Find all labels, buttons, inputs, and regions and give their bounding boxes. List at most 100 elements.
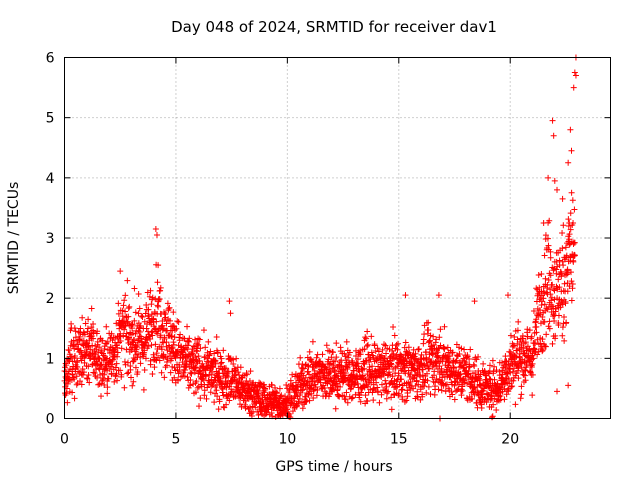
data-point <box>262 386 269 393</box>
data-point <box>522 339 529 346</box>
data-point <box>186 335 193 342</box>
data-point <box>516 338 523 345</box>
data-point <box>398 376 405 383</box>
data-point <box>563 252 570 259</box>
data-point <box>337 383 344 390</box>
data-point <box>546 217 553 224</box>
data-point <box>494 380 501 387</box>
data-point <box>415 346 422 353</box>
data-point <box>140 386 147 393</box>
data-point <box>128 374 135 381</box>
data-point <box>426 338 433 345</box>
data-point <box>226 298 233 305</box>
data-point <box>230 360 237 367</box>
data-point <box>196 403 203 410</box>
data-point <box>199 375 206 382</box>
data-point <box>454 386 461 393</box>
tick-labels: 0 5 10 15 20 0 1 2 3 4 5 6 <box>46 51 520 448</box>
y-tick-label: 5 <box>46 111 55 127</box>
data-point <box>174 318 181 325</box>
data-point <box>376 372 383 379</box>
data-point <box>309 338 316 345</box>
data-point <box>438 387 445 394</box>
data-point <box>364 398 371 405</box>
y-tick-label: 1 <box>46 351 55 367</box>
data-point <box>161 335 168 342</box>
data-point <box>212 376 219 383</box>
data-point <box>528 364 535 371</box>
data-point <box>388 394 395 401</box>
data-point <box>378 391 385 398</box>
data-point <box>358 389 365 396</box>
data-point <box>393 341 400 348</box>
data-point <box>329 349 336 356</box>
data-point <box>507 332 514 339</box>
data-point <box>375 348 382 355</box>
data-point <box>145 306 152 313</box>
data-point <box>148 301 155 308</box>
data-point <box>78 357 85 364</box>
data-point <box>541 252 548 259</box>
data-point <box>147 357 154 364</box>
data-point <box>188 370 195 377</box>
data-point <box>568 147 575 154</box>
data-point <box>124 359 131 366</box>
data-point <box>533 323 540 330</box>
data-point <box>306 397 313 404</box>
data-point <box>65 347 72 354</box>
data-point <box>80 337 87 344</box>
data-point <box>529 371 536 378</box>
data-point <box>556 257 563 264</box>
data-point <box>565 159 572 166</box>
data-point <box>373 357 380 364</box>
data-point <box>363 335 370 342</box>
data-point <box>243 371 250 378</box>
data-point <box>466 363 473 370</box>
data-point <box>571 251 578 258</box>
data-point <box>448 388 455 395</box>
data-point <box>343 338 350 345</box>
data-point <box>555 322 562 329</box>
data-point <box>362 334 369 341</box>
data-point <box>333 340 340 347</box>
data-point <box>352 352 359 359</box>
data-point <box>423 370 430 377</box>
data-point <box>74 363 81 370</box>
data-point <box>478 405 485 412</box>
data-point <box>129 382 136 389</box>
data-point <box>541 301 548 308</box>
data-point <box>399 396 406 403</box>
data-point <box>90 369 97 376</box>
data-point <box>559 332 566 339</box>
data-point <box>313 392 320 399</box>
data-point <box>491 376 498 383</box>
data-point <box>218 359 225 366</box>
data-point <box>326 361 333 368</box>
data-point <box>570 84 577 91</box>
data-point <box>361 346 368 353</box>
data-point <box>559 195 566 202</box>
data-point <box>69 371 76 378</box>
data-point <box>568 189 575 196</box>
data-point <box>504 370 511 377</box>
data-point <box>478 391 485 398</box>
data-point <box>539 298 546 305</box>
data-point <box>80 369 87 376</box>
data-point <box>458 345 465 352</box>
data-point <box>538 271 545 278</box>
data-point <box>96 355 103 362</box>
data-point <box>131 317 138 324</box>
data-point <box>345 381 352 388</box>
data-point <box>391 332 398 339</box>
data-point <box>312 383 319 390</box>
data-point <box>390 366 397 373</box>
data-point <box>532 340 539 347</box>
data-point <box>129 321 136 328</box>
data-point <box>159 327 166 334</box>
data-point <box>566 231 573 238</box>
data-point <box>155 262 162 269</box>
data-point <box>249 403 256 410</box>
data-point <box>373 379 380 386</box>
data-point <box>121 326 128 333</box>
data-point <box>541 318 548 325</box>
